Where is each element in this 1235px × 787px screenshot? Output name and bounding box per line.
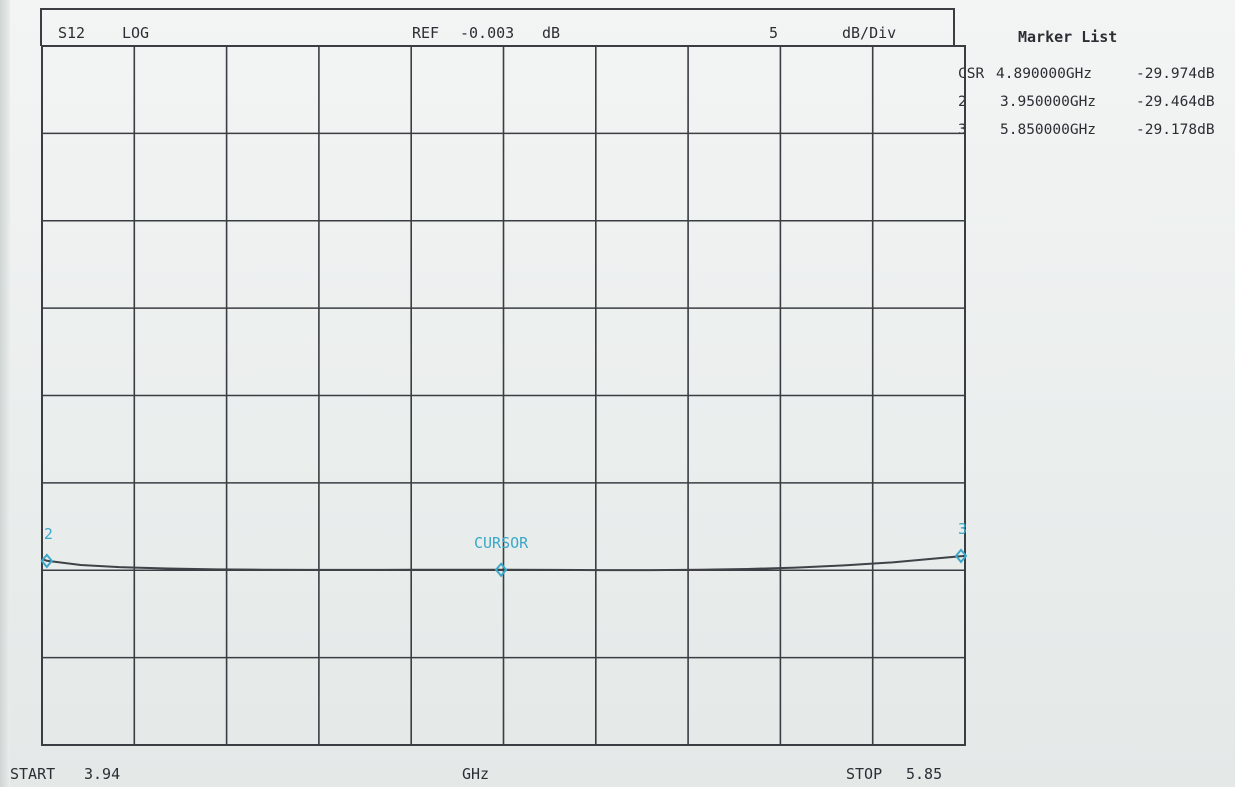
marker-label: CURSOR <box>474 534 529 552</box>
marker-row-3: 3 5.850000GHz -29.178dB <box>958 122 1215 202</box>
start-value: 3.94 <box>84 765 121 783</box>
marker-frequency: 4.890000GHz <box>996 66 1093 82</box>
marker-label: 3 <box>958 520 967 538</box>
marker-id: 2 <box>958 94 967 110</box>
ref-label: REF <box>412 24 440 42</box>
marker-row-2: 2 3.950000GHz -29.464dB <box>958 94 1215 174</box>
marker-layer: 2 CURSOR 3 <box>40 520 968 578</box>
ref-value: -0.003 <box>460 24 515 42</box>
marker-symbol <box>494 562 508 578</box>
marker-value: -29.974dB <box>1136 66 1215 82</box>
scale-unit: dB/Div <box>842 24 897 42</box>
ref-unit: dB <box>542 24 561 42</box>
display-format: LOG <box>122 24 150 42</box>
start-label: START <box>10 765 56 783</box>
chart-header: S12 LOG REF -0.003 dB 5 dB/Div <box>40 8 955 46</box>
trace-line <box>41 554 966 572</box>
scale-value: 5 <box>769 24 779 42</box>
stop-value: 5.85 <box>906 765 943 783</box>
marker-frequency: 3.950000GHz <box>1000 94 1097 110</box>
graticule <box>41 45 966 746</box>
marker-frequency: 5.850000GHz <box>1000 122 1097 138</box>
stop-label: STOP <box>846 765 883 783</box>
marker-id: 3 <box>958 122 967 138</box>
paper-left-edge <box>0 0 10 787</box>
frequency-unit: GHz <box>462 765 490 783</box>
marker-list-title: Marker List <box>1018 28 1118 46</box>
marker-symbol <box>954 548 968 564</box>
marker-symbol <box>40 553 54 569</box>
marker-label: 2 <box>44 525 53 543</box>
marker-value: -29.178dB <box>1136 122 1215 138</box>
measurement-parameter: S12 <box>58 24 86 42</box>
marker-value: -29.464dB <box>1136 94 1215 110</box>
